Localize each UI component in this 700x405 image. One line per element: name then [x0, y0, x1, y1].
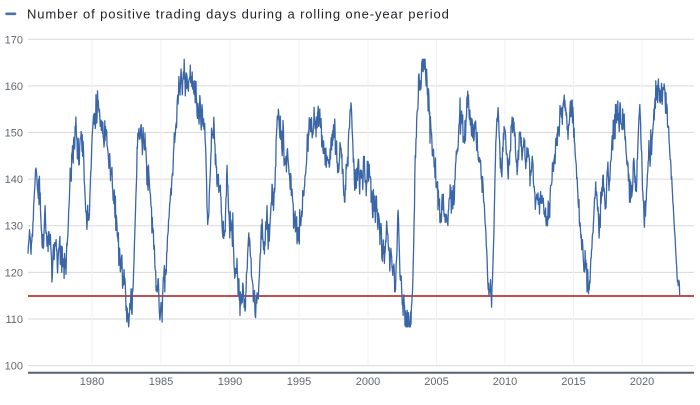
svg-text:2010: 2010	[493, 376, 517, 388]
svg-text:150: 150	[5, 128, 23, 140]
svg-text:Number of positive trading day: Number of positive trading days during a…	[27, 7, 450, 22]
svg-text:2000: 2000	[356, 376, 380, 388]
svg-text:1995: 1995	[287, 376, 311, 388]
svg-text:110: 110	[5, 314, 23, 326]
svg-text:170: 170	[5, 34, 23, 46]
svg-text:160: 160	[5, 81, 23, 93]
svg-text:120: 120	[5, 267, 23, 279]
svg-text:2015: 2015	[561, 376, 585, 388]
svg-text:100: 100	[5, 361, 23, 373]
svg-text:140: 140	[5, 174, 23, 186]
svg-text:2005: 2005	[424, 376, 448, 388]
svg-text:1980: 1980	[80, 376, 104, 388]
svg-text:1985: 1985	[149, 376, 173, 388]
svg-text:2020: 2020	[630, 376, 654, 388]
svg-text:1990: 1990	[218, 376, 242, 388]
svg-text:130: 130	[5, 221, 23, 233]
